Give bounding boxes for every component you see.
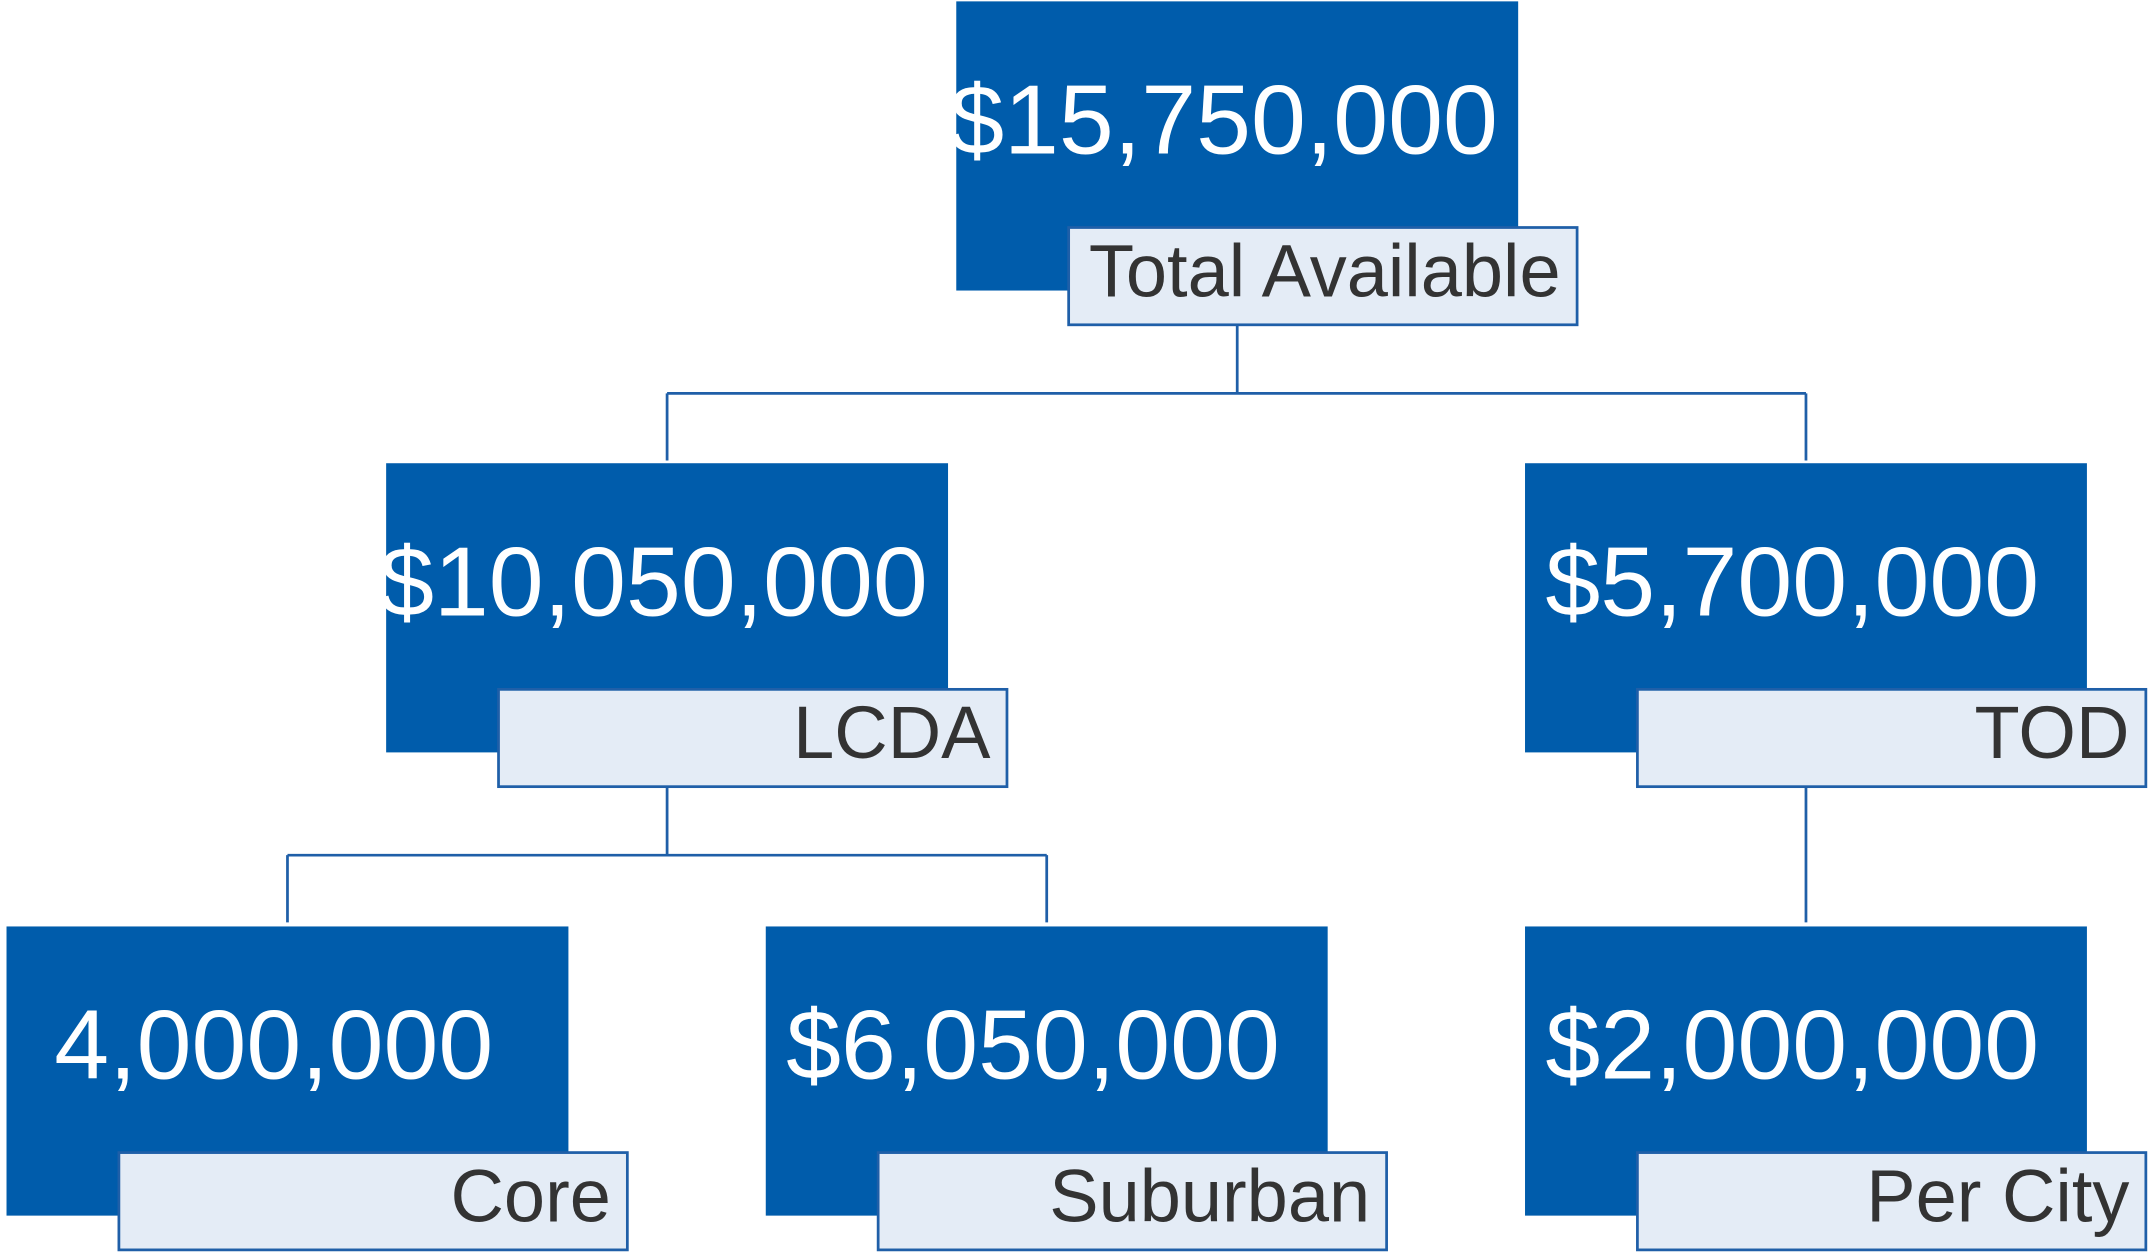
node-label: Suburban <box>1049 1154 1370 1237</box>
node-value: $6,050,000 <box>786 990 1280 1100</box>
node-value: $15,750,000 <box>949 65 1498 175</box>
label-box <box>1636 1151 2148 1252</box>
connector <box>665 324 1808 461</box>
label-box <box>1067 226 1579 327</box>
label-box <box>497 687 1009 789</box>
connectors <box>286 324 1808 923</box>
node-label: Per City <box>1866 1154 2129 1237</box>
node-value: $10,050,000 <box>379 526 928 636</box>
label-box <box>117 1151 629 1252</box>
node-label: Total Available <box>1089 229 1561 312</box>
node-label: LCDA <box>793 691 991 774</box>
node-value: $2,000,000 <box>1545 990 2039 1100</box>
label-box <box>1636 687 2148 789</box>
node-label: TOD <box>1975 691 2130 774</box>
connector <box>286 788 1049 923</box>
node-value: $5,700,000 <box>1545 526 2039 636</box>
node-label: Core <box>450 1154 610 1237</box>
label-box <box>876 1151 1388 1252</box>
node-value: 4,000,000 <box>54 990 493 1100</box>
